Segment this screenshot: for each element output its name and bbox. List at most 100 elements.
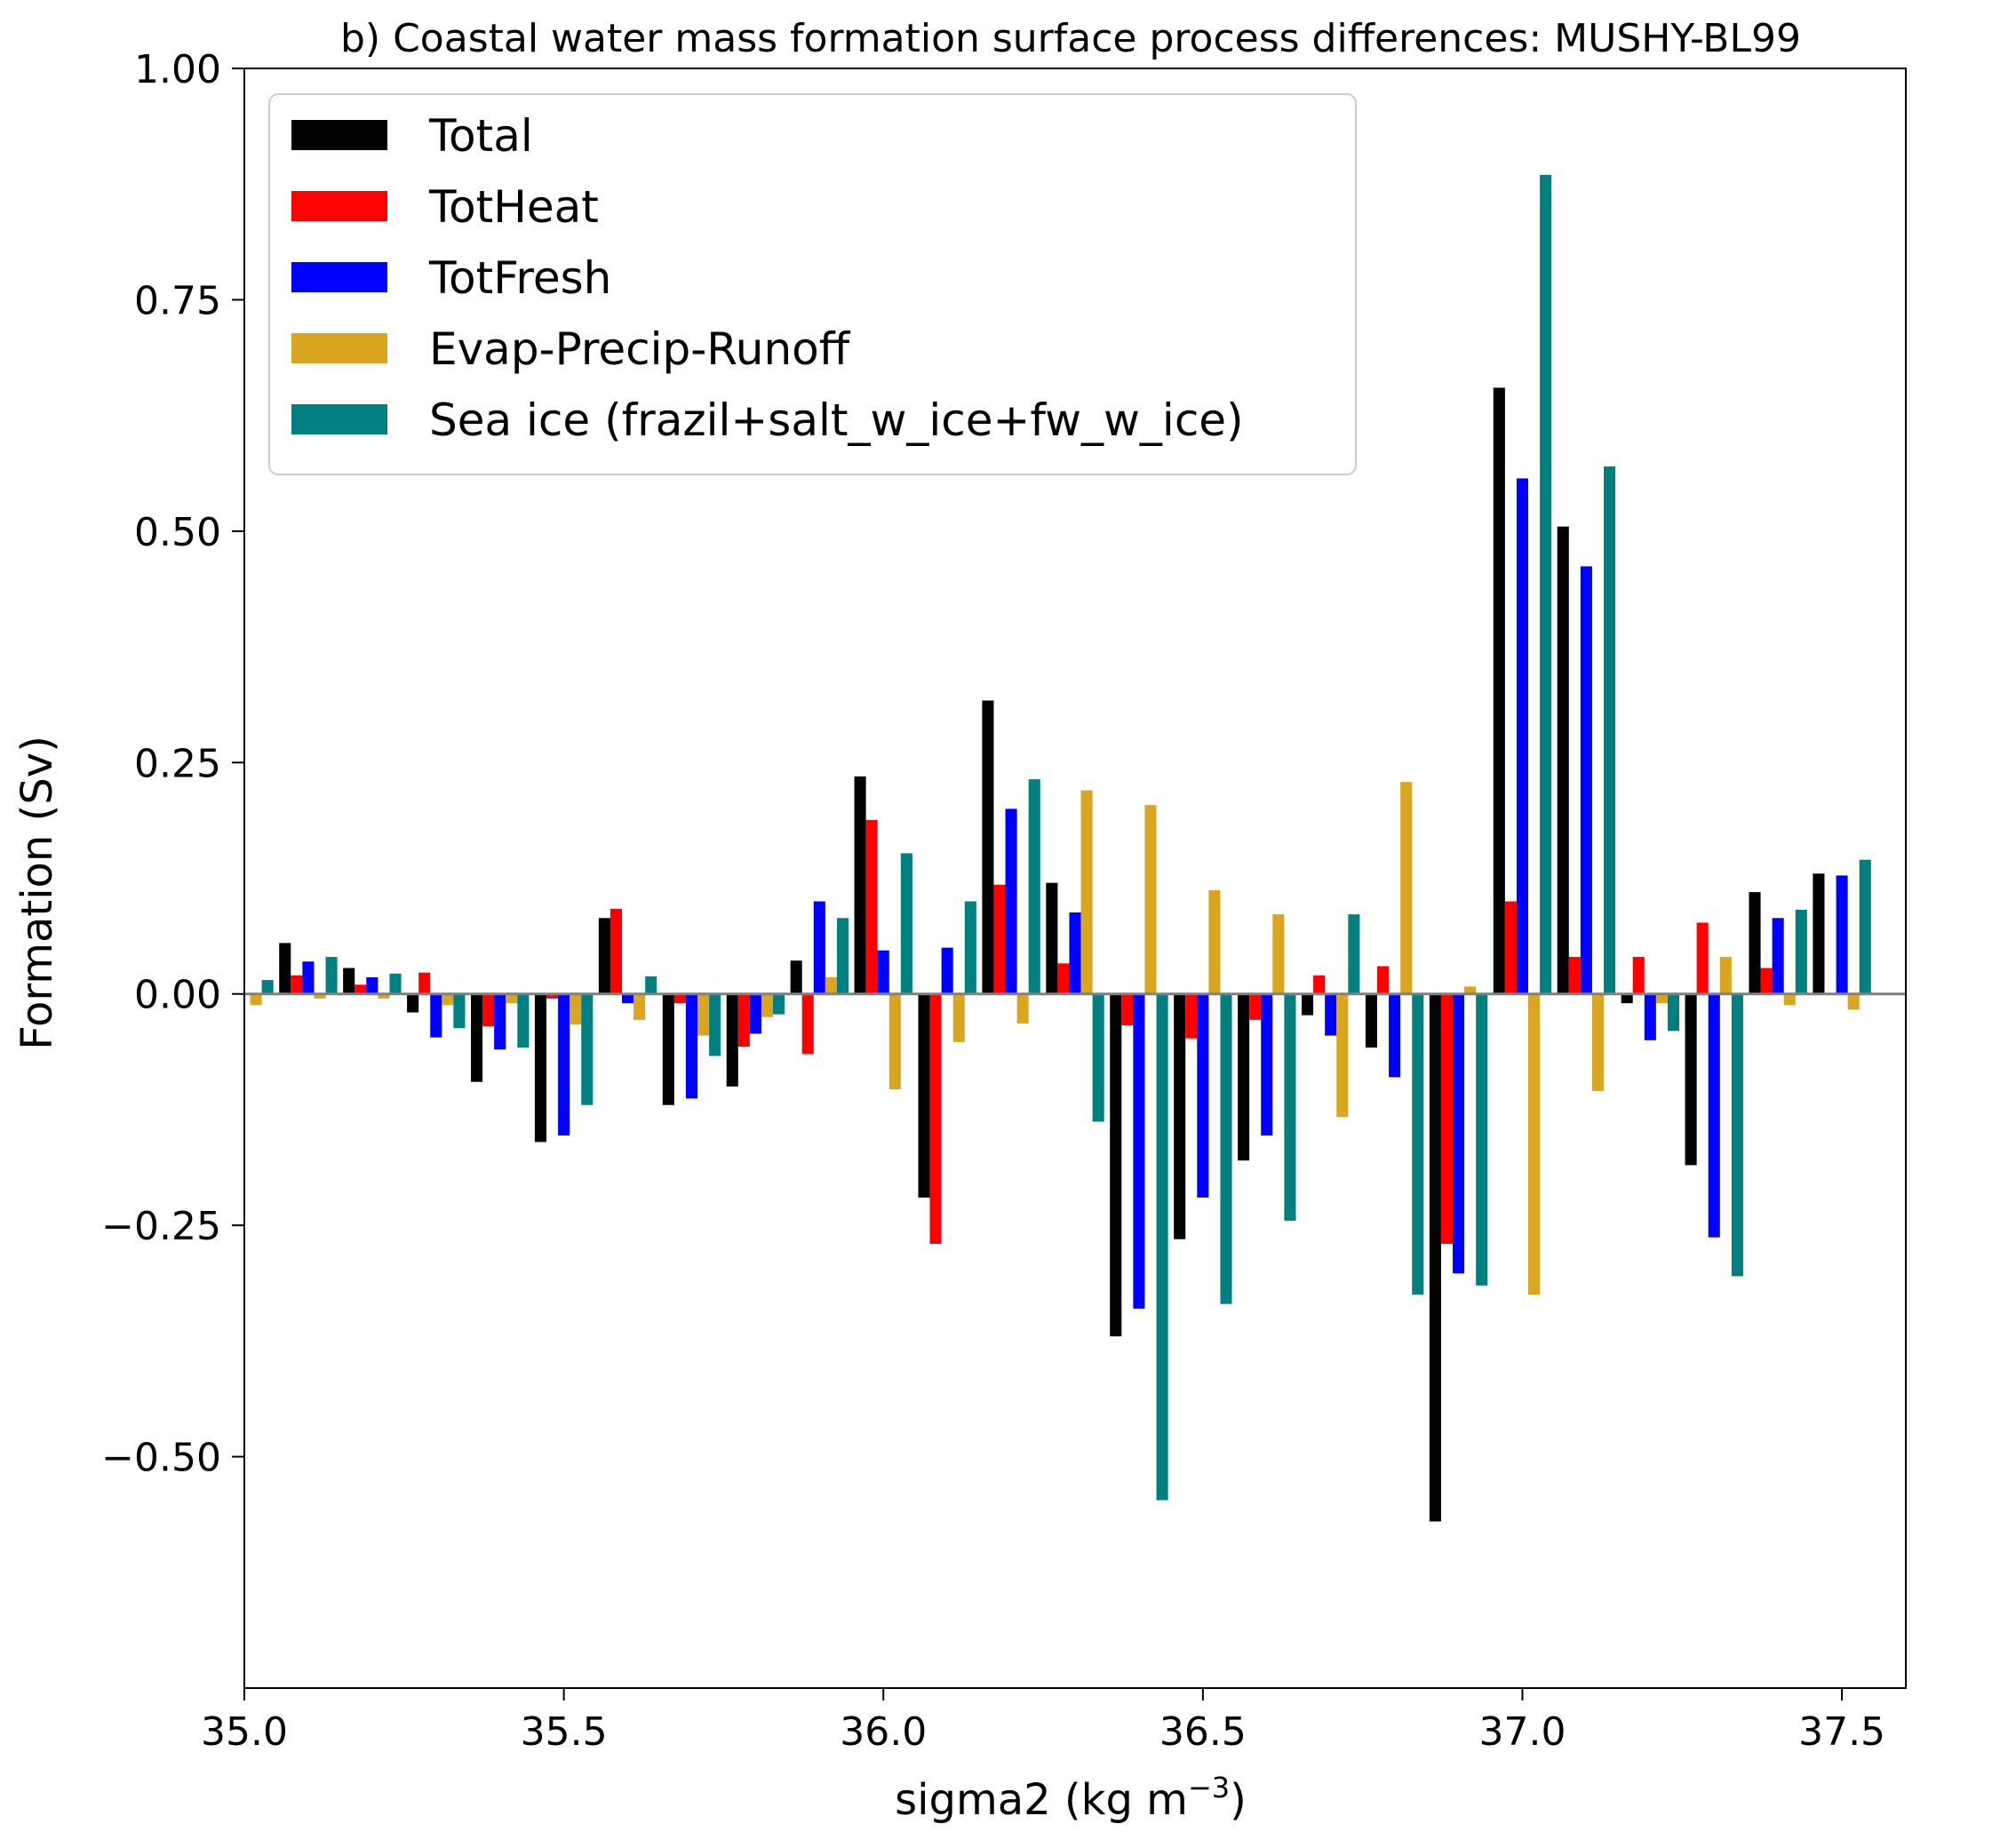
bar-evap-precip-runoff-37.2 — [1655, 993, 1668, 1004]
legend-label: Evap-Precip-Runoff — [429, 323, 851, 375]
bar-totheat-36.8 — [1377, 966, 1390, 994]
bar-totfresh-36.6 — [1261, 993, 1273, 1136]
bar-evap-precip-runoff-36.2 — [1016, 993, 1029, 1024]
bar-sea-37.2 — [1667, 993, 1679, 1031]
bar-sea-36.0 — [900, 853, 912, 994]
x-axis: 35.0 35.5 36.0 36.5 37.0 37.5 — [201, 1688, 1885, 1755]
bar-totfresh-36.8 — [1389, 993, 1401, 1078]
bar-totfresh-36.7 — [1325, 993, 1337, 1036]
chart-title: b) Coastal water mass formation surface … — [340, 16, 1801, 61]
bar-evap-precip-runoff-36.8 — [1400, 782, 1413, 994]
bar-sea-37.0 — [1540, 174, 1552, 994]
bar-totheat-36.2 — [993, 884, 1006, 994]
legend-swatch — [291, 333, 387, 363]
bar-total-36.4 — [1110, 993, 1122, 1337]
bar-total-36.5 — [1174, 993, 1186, 1239]
bar-totfresh-37.1 — [1580, 566, 1592, 994]
bar-sea-35.9 — [836, 918, 849, 994]
bar-evap-precip-runoff-36.6 — [1272, 914, 1285, 994]
bar-evap-precip-runoff-37.3 — [1719, 957, 1732, 994]
bar-sea-35.2 — [389, 973, 402, 994]
x-axis-label-exponent: −3 — [1188, 1771, 1230, 1804]
bars-group — [215, 174, 1871, 1522]
bar-sea-35.3 — [453, 993, 466, 1029]
bar-sea-35.5 — [581, 993, 594, 1105]
legend-label: TotHeat — [428, 181, 599, 233]
bar-evap-precip-runoff-36.1 — [952, 993, 965, 1042]
bar-total-35.4 — [471, 993, 483, 1082]
bar-total-37.5 — [1813, 873, 1825, 994]
bar-totheat-36.5 — [1185, 993, 1198, 1039]
bar-sea-35.0 — [261, 980, 274, 994]
bar-total-35.6 — [598, 918, 610, 994]
bar-sea-37.5 — [1859, 859, 1871, 994]
bar-evap-precip-runoff-37.0 — [1528, 993, 1541, 1295]
bar-totheat-36.1 — [929, 993, 942, 1244]
bar-totfresh-35.7 — [685, 993, 697, 1099]
bar-totheat-37.4 — [1760, 968, 1773, 994]
legend-box — [268, 93, 1357, 475]
bar-totfresh-36.4 — [1133, 993, 1145, 1309]
bar-evap-precip-runoff-36.9 — [1464, 986, 1477, 994]
bar-total-36.7 — [1302, 993, 1314, 1016]
bar-sea-36.8 — [1412, 993, 1424, 1295]
bar-totheat-35.9 — [801, 993, 814, 1055]
legend-swatch — [291, 262, 387, 292]
bar-total-35.5 — [534, 993, 546, 1143]
x-axis-label-suffix: ) — [1230, 1775, 1247, 1825]
bar-evap-precip-runoff-35.4 — [506, 993, 518, 1004]
bar-totfresh-36.2 — [1005, 808, 1017, 994]
bar-evap-precip-runoff-36.7 — [1336, 993, 1349, 1118]
bar-sea-36.4 — [1156, 993, 1168, 1501]
bar-evap-precip-runoff-35.3 — [442, 993, 454, 1006]
bar-evap-precip-runoff-35.1 — [314, 993, 326, 999]
bar-totheat-35.8 — [737, 993, 750, 1047]
bar-total-37.2 — [1621, 993, 1633, 1004]
bar-sea-36.5 — [1220, 993, 1232, 1304]
x-axis-label: sigma2 (kg m−3) — [895, 1771, 1247, 1825]
bar-totfresh-37.0 — [1516, 478, 1528, 994]
bar-totfresh-36.5 — [1197, 993, 1209, 1198]
bar-totfresh-37.4 — [1772, 918, 1784, 994]
bar-total-36.2 — [982, 700, 994, 994]
y-tick-label: 1.00 — [134, 47, 221, 92]
y-tick-label: −0.25 — [101, 1204, 221, 1249]
legend: Total TotHeat TotFresh Evap-Precip-Runoff Se… — [268, 93, 1357, 475]
x-tick-label: 35.5 — [521, 1709, 608, 1755]
bar-totheat-37.3 — [1696, 922, 1709, 994]
x-tick-label: 37.5 — [1798, 1709, 1885, 1755]
bar-evap-precip-runoff-37.5 — [1847, 993, 1860, 1010]
bar-totfresh-37.5 — [1836, 875, 1848, 994]
bar-total-35.9 — [790, 960, 802, 994]
bar-totfresh-35.2 — [366, 976, 378, 994]
bar-total-36.8 — [1365, 993, 1377, 1048]
bar-sea-35.4 — [517, 993, 530, 1048]
bar-total-36.1 — [918, 993, 930, 1198]
bar-total-36.0 — [854, 776, 866, 994]
bar-totheat-36.6 — [1249, 993, 1262, 1020]
bar-evap-precip-runoff-36.0 — [888, 993, 901, 1090]
plot-frame — [243, 68, 1907, 1689]
bar-totfresh-35.8 — [749, 993, 761, 1034]
bar-totheat-36.9 — [1440, 993, 1453, 1244]
bar-totheat-35.6 — [610, 908, 622, 994]
bar-totheat-36.7 — [1313, 975, 1326, 994]
legend-label: Total — [428, 110, 533, 162]
bar-totheat-35.2 — [355, 984, 367, 994]
bar-sea-36.7 — [1348, 914, 1360, 994]
y-tick-label: 0.25 — [134, 741, 221, 786]
y-tick-label: 0.50 — [134, 510, 221, 555]
bar-evap-precip-runoff-35.8 — [761, 993, 773, 1017]
bar-totfresh-35.5 — [558, 993, 570, 1136]
bar-total-36.9 — [1429, 993, 1441, 1522]
bar-totfresh-35.9 — [813, 901, 825, 994]
x-axis-label-text: sigma2 (kg m — [895, 1775, 1188, 1825]
bar-totfresh-37.3 — [1708, 993, 1720, 1238]
bar-totheat-35.3 — [418, 972, 431, 994]
bar-totfresh-36.3 — [1069, 912, 1081, 994]
bar-total-35.8 — [726, 993, 738, 1087]
bar-sea-35.1 — [325, 957, 338, 994]
bar-total-35.1 — [279, 943, 291, 994]
legend-label: TotFresh — [428, 252, 611, 304]
